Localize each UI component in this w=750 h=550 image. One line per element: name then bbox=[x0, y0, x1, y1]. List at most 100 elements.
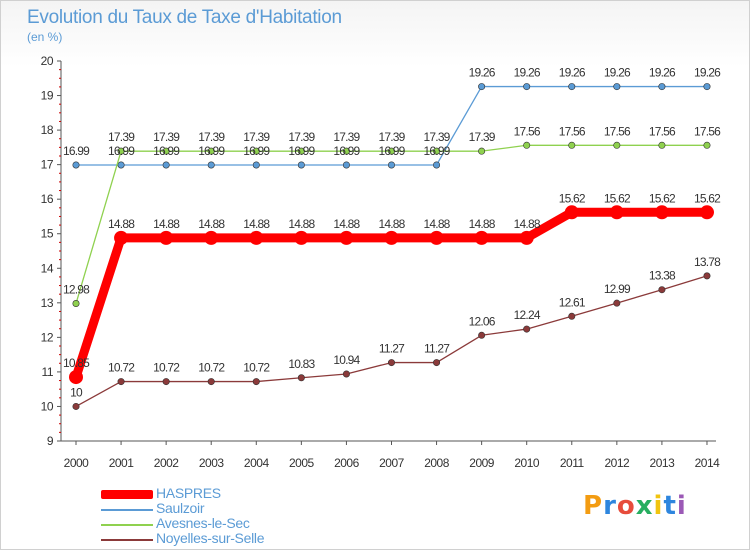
proxiti-logo: Proxiti bbox=[583, 491, 687, 521]
data-label-haspres: 14.88 bbox=[514, 217, 541, 231]
data-point-noyelles-sur-selle bbox=[297, 374, 305, 382]
data-point-haspres bbox=[699, 205, 714, 220]
legend-label-haspres: HASPRES bbox=[156, 485, 221, 501]
data-label-haspres: 14.88 bbox=[108, 217, 135, 231]
data-label-avesnes-le-sec: 17.39 bbox=[424, 130, 451, 144]
data-label-avesnes-le-sec: 17.39 bbox=[243, 130, 270, 144]
data-label-saulzoir: 19.26 bbox=[559, 66, 586, 80]
data-point-avesnes-le-sec bbox=[297, 147, 305, 155]
data-label-saulzoir: 19.26 bbox=[514, 66, 541, 80]
data-point-saulzoir bbox=[478, 83, 486, 91]
data-label-noyelles-sur-selle: 12.24 bbox=[514, 308, 541, 322]
data-point-haspres bbox=[204, 230, 219, 245]
legend-label-avesnes-le-sec: Avesnes-le-Sec bbox=[156, 515, 250, 531]
data-label-haspres: 15.62 bbox=[559, 191, 586, 205]
x-tick-label: 2014 bbox=[695, 456, 721, 470]
data-label-saulzoir: 16.99 bbox=[63, 144, 90, 158]
data-label-saulzoir: 16.99 bbox=[108, 144, 135, 158]
data-point-avesnes-le-sec bbox=[478, 147, 486, 155]
data-label-avesnes-le-sec: 17.39 bbox=[153, 130, 180, 144]
data-label-avesnes-le-sec: 17.56 bbox=[559, 124, 586, 138]
data-point-saulzoir bbox=[613, 83, 621, 91]
data-point-avesnes-le-sec bbox=[387, 147, 395, 155]
data-label-noyelles-sur-selle: 10.94 bbox=[333, 353, 360, 367]
data-label-saulzoir: 19.26 bbox=[604, 66, 631, 80]
data-label-avesnes-le-sec: 17.39 bbox=[108, 130, 135, 144]
x-tick-label: 2013 bbox=[650, 456, 676, 470]
data-label-noyelles-sur-selle: 12.61 bbox=[559, 295, 586, 309]
legend-swatch-avesnes-le-sec bbox=[101, 517, 153, 532]
data-label-haspres: 14.88 bbox=[424, 217, 451, 231]
data-point-noyelles-sur-selle bbox=[162, 378, 170, 386]
data-label-avesnes-le-sec: 17.39 bbox=[469, 130, 496, 144]
x-tick-label: 2012 bbox=[604, 456, 630, 470]
data-point-noyelles-sur-selle bbox=[478, 331, 486, 339]
data-point-saulzoir bbox=[252, 161, 260, 169]
x-tick-label: 2005 bbox=[289, 456, 315, 470]
x-tick-label: 2004 bbox=[244, 456, 270, 470]
y-tick-label: 9 bbox=[47, 434, 54, 448]
data-point-saulzoir bbox=[297, 161, 305, 169]
chart-axes: 9 10 11 12 13 14 15 16 17 18 19 20 2000 2001 2002 2003 2… bbox=[41, 54, 721, 470]
data-label-noyelles-sur-selle: 10.72 bbox=[198, 361, 225, 375]
y-tick-label: 10 bbox=[41, 399, 54, 413]
y-tick-label: 11 bbox=[42, 365, 54, 379]
data-label-noyelles-sur-selle: 10 bbox=[70, 385, 83, 399]
x-tick-label: 2011 bbox=[560, 456, 585, 470]
data-label-avesnes-le-sec: 17.56 bbox=[604, 124, 631, 138]
chart-title: Evolution du Taux de Taxe d'Habitation bbox=[27, 7, 342, 28]
data-point-avesnes-le-sec bbox=[613, 141, 621, 149]
chart-data-labels: 10.85 14.88 14.88 14.88 14.88 14.88 14.88 14.88… bbox=[63, 66, 722, 400]
data-point-noyelles-sur-selle bbox=[433, 359, 441, 367]
legend-swatch-haspres bbox=[101, 487, 153, 502]
x-tick-label: 2000 bbox=[64, 456, 90, 470]
legend-label-noyelles-sur-selle: Noyelles-sur-Selle bbox=[156, 530, 265, 546]
data-point-haspres bbox=[339, 230, 354, 245]
data-point-noyelles-sur-selle bbox=[252, 378, 260, 386]
data-point-noyelles-sur-selle bbox=[568, 312, 576, 320]
data-label-saulzoir: 16.99 bbox=[333, 144, 360, 158]
data-label-avesnes-le-sec: 17.39 bbox=[198, 130, 225, 144]
data-label-haspres: 14.88 bbox=[198, 217, 225, 231]
data-point-haspres bbox=[294, 230, 309, 245]
data-point-saulzoir bbox=[523, 83, 531, 91]
data-label-noyelles-sur-selle: 12.06 bbox=[469, 314, 496, 328]
y-tick-label: 17 bbox=[41, 158, 54, 172]
x-tick-label: 2009 bbox=[469, 456, 495, 470]
data-label-avesnes-le-sec: 17.39 bbox=[288, 130, 315, 144]
data-point-haspres bbox=[69, 370, 83, 385]
data-point-haspres bbox=[114, 230, 129, 245]
data-point-avesnes-le-sec bbox=[523, 141, 531, 149]
data-point-avesnes-le-sec bbox=[703, 141, 711, 149]
data-point-avesnes-le-sec bbox=[658, 141, 666, 149]
data-label-saulzoir: 16.99 bbox=[288, 144, 315, 158]
y-tick-label: 16 bbox=[41, 192, 54, 206]
data-label-saulzoir: 19.26 bbox=[649, 66, 676, 80]
y-tick-label: 15 bbox=[41, 227, 54, 241]
x-tick-label: 2006 bbox=[334, 456, 360, 470]
legend-swatch-noyelles-sur-selle bbox=[101, 532, 153, 547]
x-tick-label: 2010 bbox=[514, 456, 540, 470]
data-point-haspres bbox=[159, 230, 174, 245]
data-point-avesnes-le-sec bbox=[207, 147, 215, 155]
data-label-noyelles-sur-selle: 13.78 bbox=[694, 255, 721, 269]
data-label-noyelles-sur-selle: 12.99 bbox=[604, 282, 631, 296]
x-tick-label: 2008 bbox=[424, 456, 450, 470]
data-point-haspres bbox=[609, 205, 624, 220]
data-label-noyelles-sur-selle: 10.72 bbox=[153, 361, 180, 375]
data-point-noyelles-sur-selle bbox=[387, 359, 395, 367]
data-point-saulzoir bbox=[658, 83, 666, 91]
data-label-noyelles-sur-selle: 11.27 bbox=[379, 342, 405, 356]
data-label-saulzoir: 16.99 bbox=[198, 144, 225, 158]
data-label-avesnes-le-sec: 17.56 bbox=[649, 124, 676, 138]
data-label-saulzoir: 19.26 bbox=[469, 66, 496, 80]
y-tick-label: 20 bbox=[41, 54, 54, 68]
data-point-saulzoir bbox=[207, 161, 215, 169]
data-label-saulzoir: 16.99 bbox=[378, 144, 405, 158]
data-point-saulzoir bbox=[162, 161, 170, 169]
data-label-saulzoir: 16.99 bbox=[243, 144, 270, 158]
data-point-saulzoir bbox=[703, 83, 711, 91]
data-point-avesnes-le-sec bbox=[568, 141, 576, 149]
y-tick-label: 13 bbox=[41, 296, 54, 310]
